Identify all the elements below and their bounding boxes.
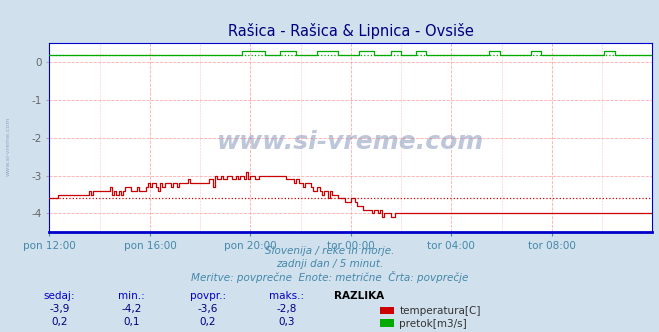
Text: RAZLIKA: RAZLIKA (334, 291, 384, 301)
Text: zadnji dan / 5 minut.: zadnji dan / 5 minut. (276, 259, 383, 269)
Text: www.si-vreme.com: www.si-vreme.com (217, 129, 484, 154)
Title: Rašica - Rašica & Lipnica - Ovsiše: Rašica - Rašica & Lipnica - Ovsiše (228, 23, 474, 39)
Text: Slovenija / reke in morje.: Slovenija / reke in morje. (265, 246, 394, 256)
Text: 0,2: 0,2 (51, 317, 68, 327)
Text: -3,6: -3,6 (198, 304, 217, 314)
Text: pretok[m3/s]: pretok[m3/s] (399, 319, 467, 329)
Text: sedaj:: sedaj: (43, 291, 75, 301)
Text: temperatura[C]: temperatura[C] (399, 306, 481, 316)
Text: min.:: min.: (119, 291, 145, 301)
Text: 0,3: 0,3 (278, 317, 295, 327)
Text: -3,9: -3,9 (49, 304, 69, 314)
Text: povpr.:: povpr.: (190, 291, 225, 301)
Text: www.si-vreme.com: www.si-vreme.com (5, 116, 11, 176)
Text: 0,1: 0,1 (123, 317, 140, 327)
Text: 0,2: 0,2 (199, 317, 216, 327)
Text: maks.:: maks.: (269, 291, 304, 301)
Text: Meritve: povprečne  Enote: metrične  Črta: povprečje: Meritve: povprečne Enote: metrične Črta:… (191, 271, 468, 283)
Text: -4,2: -4,2 (122, 304, 142, 314)
Text: -2,8: -2,8 (277, 304, 297, 314)
